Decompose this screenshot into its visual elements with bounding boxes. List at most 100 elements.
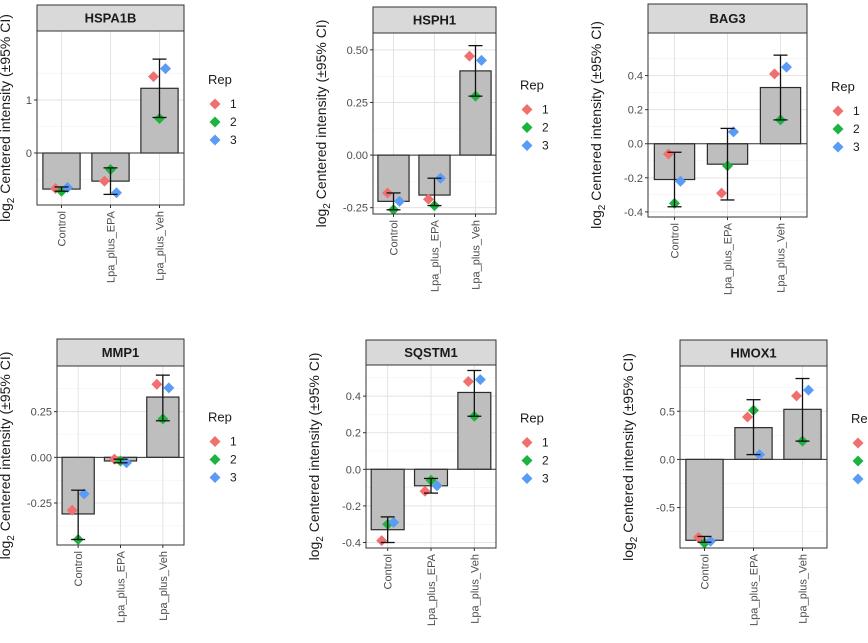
x-tick-label: Lpa_plus_Veh (776, 223, 788, 293)
rep-1-point (663, 148, 674, 160)
facet-title: HSPA1B (85, 11, 137, 26)
x-tick-label: Lpa_plus_Veh (158, 551, 170, 621)
rep-1-point (791, 390, 802, 402)
y-tick-label: -0.2 (342, 501, 361, 513)
legend-title: Rep (520, 411, 544, 426)
y-axis-title-log: log (0, 203, 13, 222)
legend-label: 3 (542, 472, 549, 486)
rep-3-point (388, 516, 400, 528)
rep-3-point (474, 374, 486, 386)
rep-3-point (394, 195, 405, 207)
x-tick-label: Control (700, 554, 712, 589)
bar-control (685, 458, 724, 541)
chart-panel-bag3: BAG3 -0.4 -0.2 0.0 0.2 0.4 Control Lpa_plus_EPA… (588, 3, 860, 295)
rep-3-point (781, 61, 792, 73)
rep-1-point (464, 50, 475, 62)
y-tick-label: 0.25 (347, 97, 368, 109)
x-tick-label: Lpa_plus_EPA (426, 553, 438, 626)
rep-3-point (160, 63, 171, 75)
rep-3-point (728, 126, 739, 138)
rep-3-point (476, 54, 487, 66)
y-axis-title-log: log (306, 542, 322, 561)
y-axis-title-log: log (620, 542, 636, 561)
y-axis-title-subscript: 2 (6, 197, 17, 203)
legend-label: 2 (230, 453, 237, 467)
legend-label: 2 (853, 122, 860, 136)
y-tick-label: 0.0 (628, 139, 643, 151)
rep-1-point (419, 485, 431, 497)
rep-1-point (693, 531, 704, 543)
rep-1-point (462, 375, 474, 387)
rep-3-point (111, 187, 122, 199)
legend-title: Rep (831, 79, 855, 94)
facet-title: HSPH1 (413, 13, 456, 28)
y-axis-title: log2 Centered intensity (±95% CI) (588, 21, 608, 229)
y-axis-title-rest: Centered intensity (±95% CI) (0, 352, 13, 536)
x-tick-label: Lpa_plus_Veh (798, 554, 810, 624)
legend-title: Rep (851, 411, 868, 426)
x-tick-label: Lpa_plus_Veh (155, 211, 167, 281)
facet-title: MMP1 (102, 345, 140, 360)
legend-title: Rep (208, 410, 232, 425)
legend-key-rep-1 (209, 98, 221, 110)
legend-label: 1 (853, 104, 860, 118)
rep-1-point (376, 535, 388, 547)
legend-title: Rep (208, 72, 232, 87)
legend-key-rep-2 (521, 122, 533, 133)
legend-key-rep-2 (852, 455, 864, 467)
legend-key-rep-1 (852, 437, 864, 449)
chart-panel-sqstm1: SQSTM1 -0.4 -0.2 0.0 0.2 0.4 Control Lpa_plus_E… (306, 339, 549, 626)
facet-strip (647, 3, 808, 34)
y-tick-label: 0.00 (347, 150, 368, 162)
legend-title: Rep (520, 78, 544, 93)
legend-key-rep-2 (832, 123, 844, 135)
y-tick-label: 0.25 (31, 407, 52, 419)
y-axis-title-rest: Centered intensity (±95% CI) (306, 353, 322, 537)
y-tick-label: -0.25 (27, 498, 52, 510)
y-axis-title-log: log (0, 541, 13, 560)
facet-strip (56, 338, 185, 367)
y-tick-label: 0 (26, 148, 32, 160)
facet-strip (679, 339, 828, 367)
x-tick-label: Lpa_plus_EPA (749, 553, 761, 626)
y-axis-title-rest: Centered intensity (±95% CI) (0, 14, 13, 198)
legend-label: 3 (230, 471, 237, 485)
legend: Rep 1 2 3 (208, 72, 237, 147)
y-tick-label: 0.2 (346, 428, 361, 440)
rep-1-point (99, 175, 110, 187)
x-tick-label: Lpa_plus_EPA (430, 219, 442, 292)
y-axis-title: log2 Centered intensity (±95% CI) (0, 352, 17, 560)
rep-1-point (769, 68, 780, 80)
rep-1-point (423, 193, 434, 205)
facet-title: HMOX1 (730, 346, 776, 361)
y-axis-title-subscript: 2 (629, 536, 640, 542)
legend-label: 3 (230, 133, 237, 147)
legend-key-rep-2 (521, 455, 533, 466)
y-tick-label: -0.5 (656, 503, 675, 515)
legend: Rep 1 2 3 (208, 410, 237, 485)
x-tick-label: Control (383, 554, 395, 589)
facet-title: BAG3 (709, 11, 745, 26)
legend-label: 1 (542, 436, 549, 450)
rep-3-point (803, 384, 814, 396)
legend-key-rep-3 (209, 134, 221, 146)
rep-1-point (742, 411, 753, 423)
y-tick-label: 1 (26, 95, 32, 107)
facet-strip (365, 339, 497, 366)
legend-key-rep-1 (209, 436, 221, 447)
legend-key-rep-3 (521, 473, 533, 484)
legend: Rep 1 2 3 (520, 78, 549, 153)
y-axis-title: log2 Centered intensity (±95% CI) (306, 353, 326, 561)
y-tick-label: -0.4 (342, 538, 361, 550)
x-tick-label: Control (389, 220, 401, 255)
legend: Rep 1 2 3 (831, 79, 860, 154)
rep-3-point (163, 382, 175, 394)
rep-1-point (716, 187, 727, 199)
legend: Rep 1 2 3 (520, 411, 549, 486)
legend-label: 1 (230, 97, 237, 111)
y-axis-title: log2 Centered intensity (±95% CI) (0, 14, 17, 222)
legend-key-rep-3 (521, 140, 533, 151)
x-tick-label: Lpa_plus_EPA (116, 550, 128, 623)
y-axis-title-subscript: 2 (6, 535, 17, 541)
